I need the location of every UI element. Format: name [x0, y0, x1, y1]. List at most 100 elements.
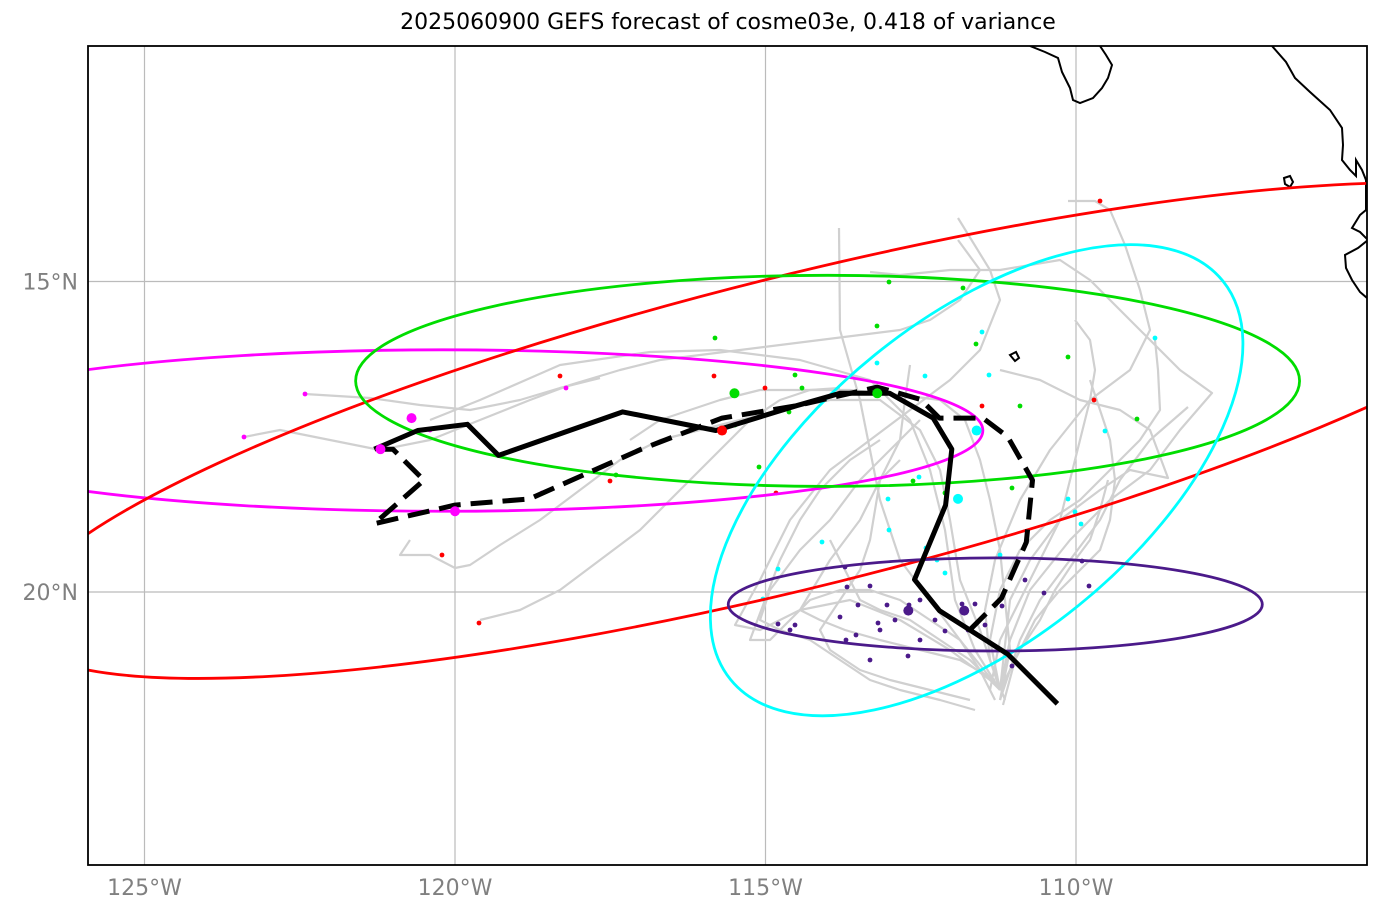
member-point-red [557, 373, 563, 379]
member-point-red [1097, 198, 1103, 204]
cluster-markers [375, 388, 982, 616]
member-point-red [1091, 397, 1097, 403]
ensemble-track [837, 227, 1001, 691]
cluster-marker-cyan [971, 425, 982, 436]
cluster-ellipses [88, 181, 1367, 718]
member-point-cyan [1078, 521, 1084, 527]
y-tick-label: 15°N [23, 271, 78, 296]
ensemble-track [869, 258, 1214, 691]
coastline-island [1282, 174, 1295, 189]
member-point-green [799, 385, 805, 391]
member-point-cyan [986, 372, 992, 378]
member-point-purple [942, 628, 948, 634]
cluster-marker-green [872, 388, 883, 399]
member-point-purple [959, 601, 965, 607]
x-tick-label: 120°W [418, 876, 493, 901]
member-point-purple [1022, 577, 1028, 583]
member-point-green [1017, 403, 1023, 409]
member-point-purple [999, 603, 1005, 609]
cluster-marker-magenta [450, 506, 460, 517]
coastline-mainland [1271, 46, 1367, 299]
member-point-magenta [241, 434, 247, 440]
x-tick-labels: 125°W 120°W 115°W 110°W [107, 876, 1113, 901]
member-point-cyan [979, 329, 985, 335]
x-tick-label: 125°W [107, 876, 182, 901]
member-point-cyan [885, 496, 891, 502]
coastline-island-small [1008, 350, 1021, 363]
member-point-purple [855, 602, 861, 608]
ensemble-tracks [243, 199, 1214, 712]
ensemble-track [998, 368, 1170, 691]
member-point-purple [905, 653, 911, 659]
cluster-ellipse-magenta [88, 348, 985, 513]
member-point-purple [775, 621, 781, 627]
member-point-purple [884, 602, 890, 608]
member-point-cyan [819, 539, 825, 545]
cluster-ellipse-purple [726, 556, 1264, 653]
member-point-purple [867, 657, 873, 663]
member-point-purple [982, 622, 988, 628]
member-point-red [476, 620, 482, 626]
member-point-purple [875, 620, 881, 626]
cluster-ellipse-green [354, 273, 1301, 488]
member-point-purple [787, 627, 793, 633]
member-point-green [1009, 485, 1015, 491]
member-point-green [886, 279, 892, 285]
member-point-cyan [1072, 509, 1078, 515]
member-point-purple [972, 601, 978, 607]
cluster-ellipse-red [88, 181, 1367, 680]
member-point-green [712, 335, 718, 341]
mean-track-solid [373, 390, 1060, 706]
cluster-marker-purple [959, 605, 970, 616]
member-point-green [1134, 416, 1140, 422]
member-point-green [874, 323, 880, 329]
member-point-green [756, 464, 762, 470]
mean-tracks [371, 384, 1060, 706]
member-point-green [973, 341, 979, 347]
member-point-purple [867, 583, 873, 589]
ensemble-track [304, 376, 601, 412]
member-point-green [960, 285, 966, 291]
plot-frame [87, 45, 1368, 866]
member-point-purple [853, 632, 859, 638]
ensemble-track [988, 339, 1162, 691]
ensemble-track [998, 406, 1189, 701]
y-tick-labels: 20°N 15°N [23, 271, 78, 607]
member-point-cyan [1065, 496, 1071, 502]
cluster-ellipse-cyan [708, 243, 1245, 718]
ensemble-track [733, 217, 1002, 681]
member-point-purple [892, 617, 898, 623]
member-point-purple [1041, 590, 1047, 596]
plot-background [88, 46, 1367, 865]
member-point-cyan [916, 474, 922, 480]
member-point-red [607, 478, 613, 484]
x-tick-label: 110°W [1039, 876, 1114, 901]
member-point-cyan [1152, 335, 1158, 341]
member-point-purple [917, 597, 923, 603]
member-point-cyan [874, 360, 880, 366]
cluster-marker-green [729, 388, 740, 399]
ensemble-track [748, 439, 996, 701]
member-point-purple [844, 584, 850, 590]
member-point-cyan [886, 527, 892, 533]
y-tick-label: 20°N [23, 581, 78, 606]
member-point-purple [837, 614, 843, 620]
member-point-green [1065, 354, 1071, 360]
cluster-marker-cyan [953, 493, 964, 504]
ensemble-track [818, 459, 971, 702]
x-tick-label: 115°W [728, 876, 803, 901]
member-point-red [439, 552, 445, 558]
member-point-purple [1086, 583, 1092, 589]
ensemble-track [988, 319, 1097, 691]
member-point-purple [792, 622, 798, 628]
member-point-purple [932, 617, 938, 623]
member-point-red [762, 385, 768, 391]
ensemble-track [629, 388, 1012, 701]
member-point-purple [917, 637, 923, 643]
member-point-cyan [775, 566, 781, 572]
member-point-cyan [942, 570, 948, 576]
member-point-magenta [563, 385, 569, 391]
member-point-purple [877, 627, 883, 633]
member-point-green [910, 478, 916, 484]
